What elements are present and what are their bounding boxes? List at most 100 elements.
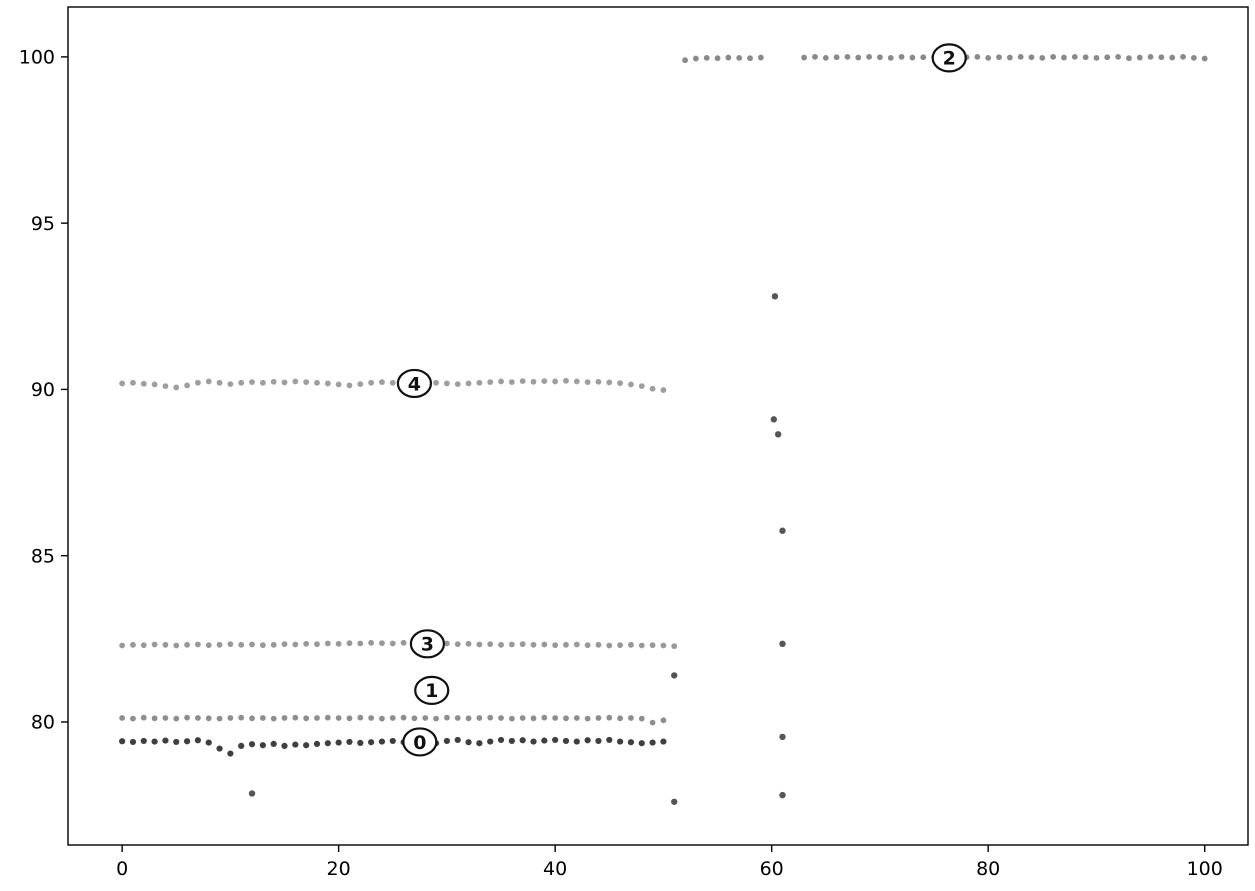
data-point-series-0	[129, 738, 137, 746]
x-tick-label: 60	[760, 858, 784, 880]
data-point-series-1	[628, 715, 634, 721]
data-point-series-0	[649, 739, 656, 746]
data-point-series-0	[140, 737, 147, 745]
data-point-series-4	[617, 380, 624, 387]
data-point-series-3	[400, 639, 407, 646]
data-point-series-1	[433, 715, 439, 722]
data-point-series-4	[443, 380, 450, 387]
data-point-series-2	[692, 55, 699, 62]
data-point-series-3	[530, 641, 537, 648]
data-point-series-3	[357, 640, 364, 647]
data-point-series-4	[519, 378, 526, 385]
data-point-series-3	[335, 640, 342, 647]
data-point-series-4	[628, 381, 634, 388]
data-point-series-3	[487, 641, 494, 648]
data-point-series-4	[476, 379, 483, 386]
data-point-series-0	[259, 742, 266, 749]
data-point-series-2	[725, 54, 732, 61]
data-point-series-outliers	[771, 293, 779, 300]
data-point-series-0	[638, 740, 645, 747]
data-point-series-1	[216, 715, 223, 722]
data-point-series-4	[563, 377, 569, 384]
data-point-series-0	[465, 739, 472, 746]
data-point-series-2	[1039, 54, 1046, 61]
data-point-series-4	[552, 378, 559, 385]
data-point-series-1	[454, 715, 461, 721]
data-point-series-0	[617, 738, 624, 745]
data-point-series-0	[368, 739, 375, 746]
data-point-series-0	[194, 737, 202, 744]
data-point-series-3	[443, 640, 450, 647]
data-point-series-3	[119, 642, 126, 649]
data-point-series-0	[303, 742, 310, 749]
data-point-series-0	[281, 742, 288, 750]
data-point-series-0	[357, 739, 364, 747]
data-point-series-4	[227, 381, 234, 387]
data-point-series-4	[303, 379, 310, 386]
data-point-series-3	[324, 640, 331, 647]
x-tick-label: 40	[543, 858, 567, 880]
cluster-label-text-2: 2	[943, 48, 956, 70]
data-point-series-3	[606, 642, 613, 649]
data-point-series-1	[465, 715, 472, 722]
data-point-series-1	[389, 715, 396, 721]
y-tick-label: 95	[31, 213, 55, 235]
data-point-series-3	[476, 641, 483, 648]
data-point-series-2	[1201, 55, 1208, 62]
data-point-series-3	[454, 641, 461, 648]
plot-area	[67, 6, 1249, 846]
data-point-series-2	[714, 55, 721, 62]
data-point-series-2	[1169, 54, 1176, 61]
y-tick-label: 90	[31, 379, 55, 401]
data-point-series-3	[617, 642, 624, 649]
data-point-series-3	[649, 642, 656, 649]
data-point-series-4	[660, 387, 667, 393]
data-point-series-4	[270, 378, 277, 385]
data-point-series-4	[130, 379, 136, 386]
data-point-series-1	[476, 715, 483, 721]
data-point-series-2	[1158, 54, 1165, 61]
data-point-series-3	[508, 641, 515, 648]
data-point-series-0	[162, 737, 169, 744]
data-point-series-2	[898, 53, 905, 60]
data-point-series-1	[573, 715, 580, 721]
data-point-series-2	[747, 55, 753, 62]
data-point-series-2	[877, 54, 883, 61]
data-point-series-4	[541, 378, 548, 385]
data-point-series-0	[227, 750, 234, 757]
data-point-series-2	[1126, 55, 1132, 62]
data-point-series-1	[140, 714, 147, 721]
data-point-series-1	[249, 715, 255, 722]
data-point-series-1	[422, 715, 429, 721]
data-point-series-4	[238, 379, 245, 386]
data-point-series-2	[703, 54, 710, 61]
data-point-series-2	[757, 54, 764, 61]
data-point-series-2	[1061, 54, 1067, 61]
data-point-series-3	[259, 642, 266, 649]
data-point-series-1	[346, 715, 353, 722]
data-point-series-3	[238, 641, 245, 648]
data-point-series-0	[530, 738, 537, 745]
data-point-series-4	[606, 379, 613, 386]
data-point-series-outliers	[770, 416, 778, 423]
data-point-series-1	[227, 715, 234, 721]
data-point-series-1	[660, 717, 667, 724]
data-point-series-4	[249, 379, 255, 386]
data-point-series-2	[1115, 53, 1121, 60]
data-point-series-2	[909, 54, 916, 61]
data-point-series-1	[195, 715, 201, 721]
data-point-series-0	[346, 738, 353, 746]
data-point-series-2	[1082, 54, 1089, 61]
data-point-series-3	[368, 639, 375, 646]
data-point-series-1	[400, 714, 407, 721]
data-point-series-2	[801, 54, 808, 61]
data-point-series-1	[541, 714, 548, 721]
data-point-series-0	[541, 737, 548, 744]
data-point-series-4	[259, 379, 266, 386]
data-point-series-4	[595, 378, 602, 385]
data-point-series-outliers	[779, 640, 786, 648]
data-point-series-4	[346, 382, 353, 389]
data-point-series-1	[119, 715, 126, 721]
data-point-series-4	[335, 381, 342, 388]
